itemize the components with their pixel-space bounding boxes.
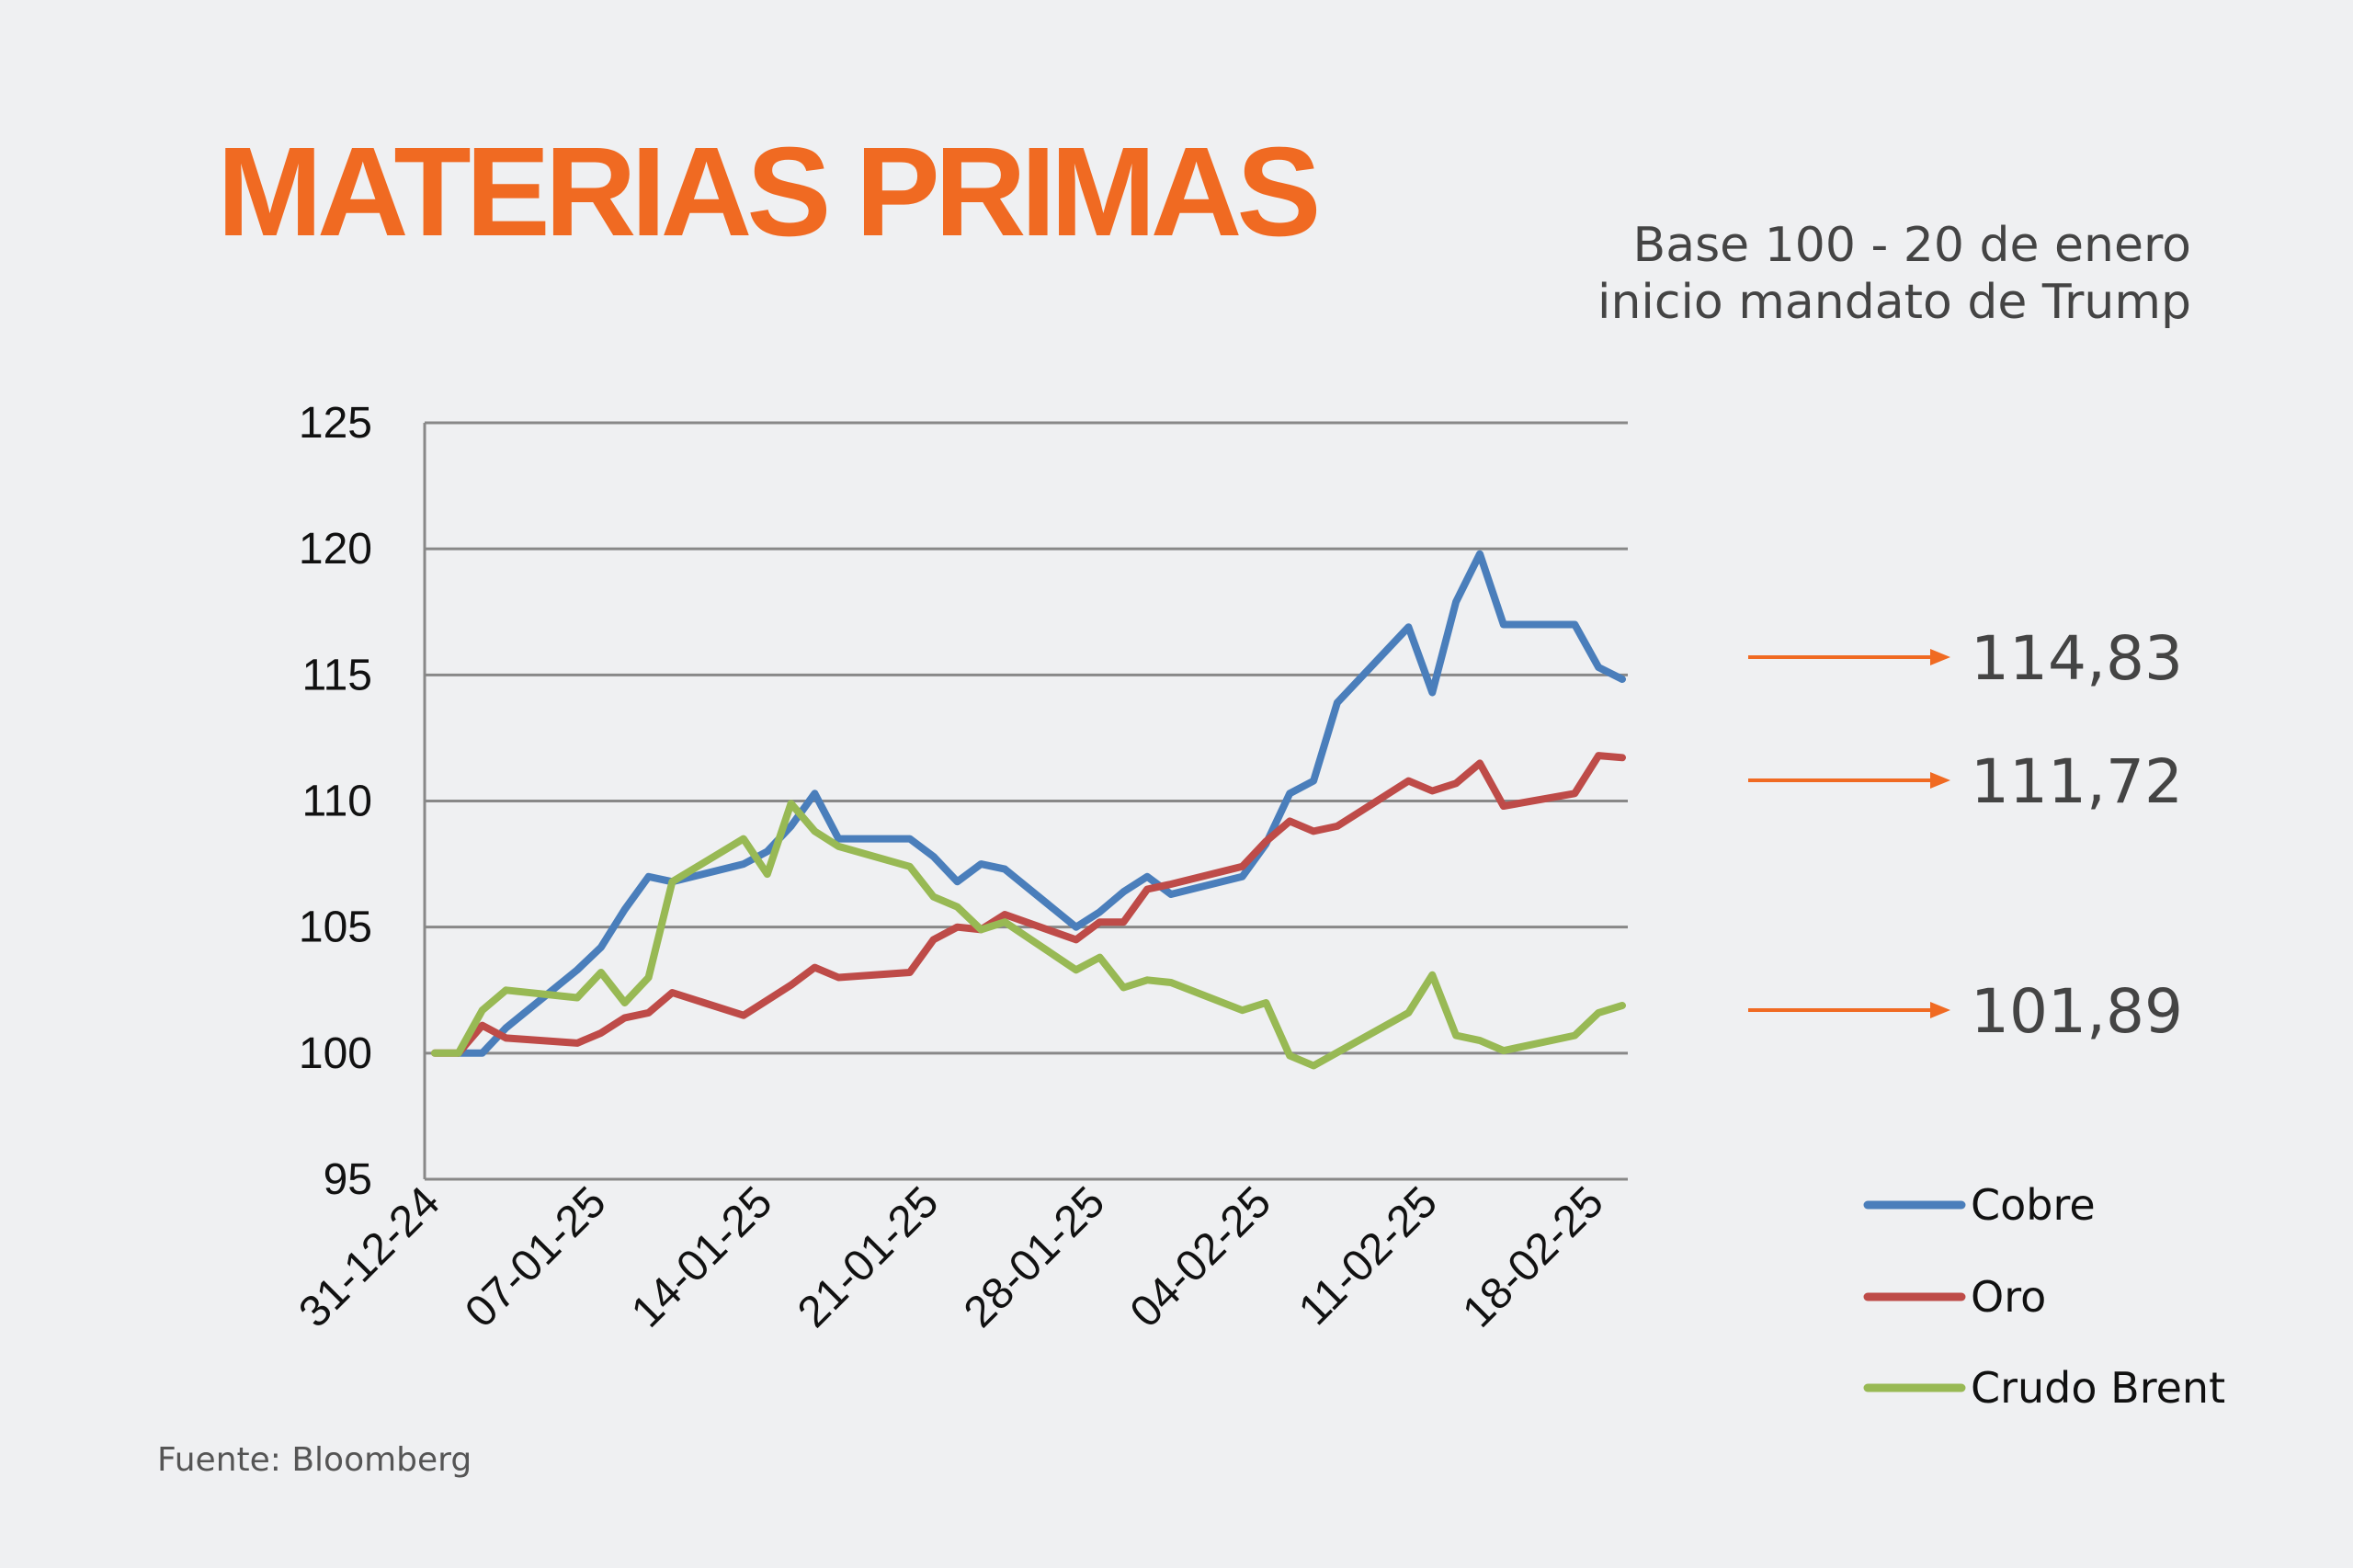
series-line-cobre <box>454 550 1626 1057</box>
series-line-crudo-brent <box>431 800 1626 1070</box>
legend-label: Oro <box>1971 1272 2046 1322</box>
x-tick-label: 21-01-25 <box>789 1177 948 1336</box>
x-tick-label: 11-02-25 <box>1290 1177 1447 1335</box>
arrow-head-icon <box>1930 772 1950 789</box>
end-value-label: 101,89 <box>1971 976 2183 1047</box>
y-tick-label: 95 <box>324 1155 372 1204</box>
x-tick-label: 04-02-25 <box>1121 1177 1280 1336</box>
end-value-label: 114,83 <box>1971 623 2183 694</box>
x-tick-label: 18-02-25 <box>1454 1177 1613 1336</box>
arrow-head-icon <box>1930 649 1950 665</box>
y-tick-label: 120 <box>299 525 372 574</box>
subtitle-line-2: inicio mandato de Trump <box>1597 275 2191 330</box>
x-tick-label: 07-01-25 <box>456 1177 615 1336</box>
y-tick-label: 125 <box>299 399 372 448</box>
legend-label: Cobre <box>1971 1180 2096 1230</box>
x-tick-label: 28-01-25 <box>955 1177 1114 1336</box>
y-tick-label: 100 <box>299 1029 372 1078</box>
y-tick-label: 115 <box>301 651 372 699</box>
x-tick-label: 14-01-25 <box>622 1177 781 1336</box>
end-value-label: 111,72 <box>1971 746 2183 817</box>
subtitle-line-1: Base 100 - 20 de enero <box>1632 218 2191 273</box>
y-tick-label: 110 <box>301 778 372 826</box>
source-note: Fuente: Bloomberg <box>157 1441 472 1479</box>
chart-subtitle: Base 100 - 20 de enero inicio mandato de… <box>1597 217 2191 331</box>
arrow-head-icon <box>1930 1002 1950 1018</box>
legend-label: Crudo Brent <box>1971 1363 2225 1413</box>
page-title: MATERIAS PRIMAS <box>217 121 1321 263</box>
series-line-oro <box>431 752 1626 1057</box>
y-tick-label: 105 <box>299 903 372 952</box>
